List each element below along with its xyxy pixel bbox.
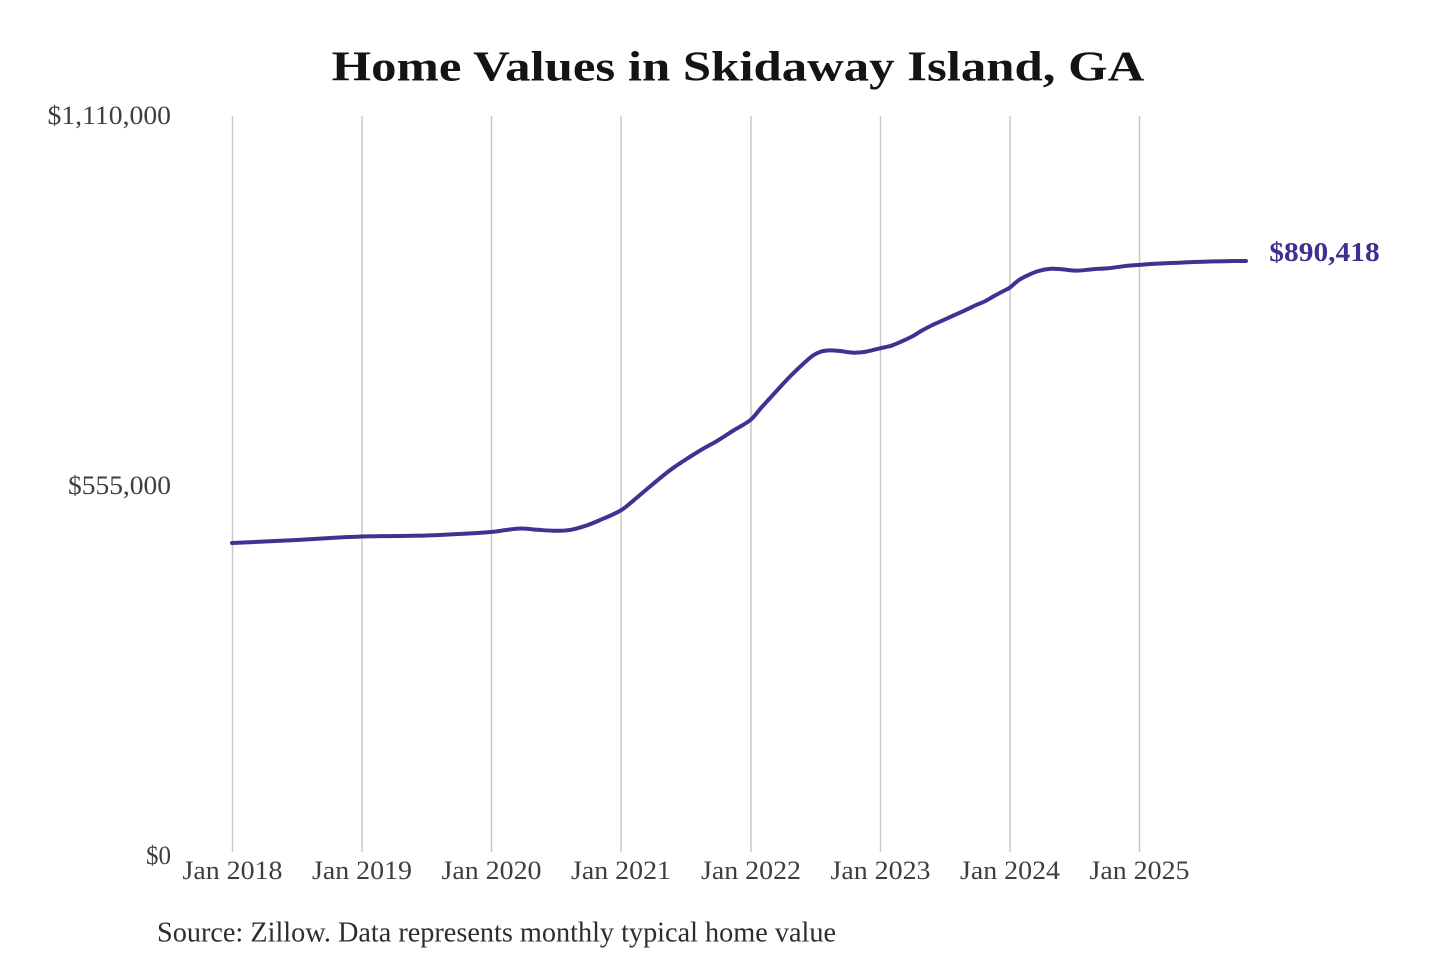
svg-text:Jan 2023: Jan 2023 <box>831 855 931 885</box>
svg-text:Jan 2024: Jan 2024 <box>960 855 1060 885</box>
svg-text:Jan 2022: Jan 2022 <box>701 855 801 885</box>
svg-text:Jan 2018: Jan 2018 <box>183 855 283 885</box>
svg-text:$555,000: $555,000 <box>68 470 171 500</box>
svg-text:Source: Zillow. Data represent: Source: Zillow. Data represents monthly … <box>157 916 836 948</box>
svg-text:$0: $0 <box>146 840 171 870</box>
svg-text:Jan 2025: Jan 2025 <box>1090 855 1190 885</box>
svg-text:Home Values in Skidaway Island: Home Values in Skidaway Island, GA <box>332 45 1145 91</box>
svg-text:$890,418: $890,418 <box>1269 237 1379 267</box>
svg-text:$1,110,000: $1,110,000 <box>48 100 172 130</box>
svg-text:Jan 2020: Jan 2020 <box>442 855 542 885</box>
svg-text:Jan 2019: Jan 2019 <box>312 855 412 885</box>
svg-text:Jan 2021: Jan 2021 <box>571 855 671 885</box>
